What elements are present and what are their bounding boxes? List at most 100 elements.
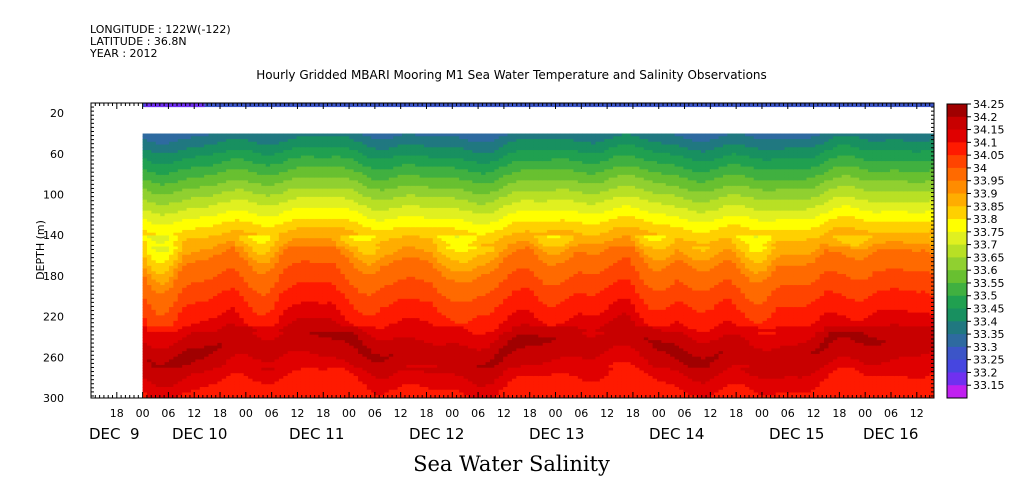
- salinity-cell: [278, 348, 284, 352]
- salinity-cell: [270, 348, 276, 352]
- salinity-cell: [274, 213, 280, 217]
- salinity-cell: [353, 279, 359, 283]
- salinity-cell: [344, 254, 350, 259]
- salinity-cell: [195, 254, 201, 259]
- salinity-cell: [190, 304, 196, 308]
- salinity-cell: [155, 185, 161, 190]
- salinity-cell: [151, 315, 157, 319]
- salinity-cell: [190, 362, 196, 366]
- salinity-cell: [160, 257, 166, 261]
- salinity-cell: [340, 386, 346, 391]
- salinity-cell: [160, 392, 166, 396]
- salinity-cell: [168, 318, 174, 322]
- salinity-cell: [314, 309, 320, 314]
- salinity-cell: [204, 348, 210, 352]
- salinity-cell: [358, 268, 364, 272]
- salinity-cell: [362, 235, 368, 239]
- salinity-cell: [270, 342, 276, 347]
- salinity-cell: [217, 158, 223, 162]
- salinity-cell: [168, 312, 174, 316]
- salinity-cell: [265, 246, 271, 250]
- salinity-cell: [217, 213, 223, 217]
- salinity-cell: [305, 364, 311, 369]
- salinity-cell: [274, 285, 280, 289]
- salinity-cell: [243, 150, 249, 154]
- salinity-cell: [265, 268, 271, 272]
- salinity-cell: [366, 381, 372, 385]
- salinity-cell: [256, 251, 262, 256]
- salinity-cell: [344, 263, 350, 267]
- salinity-cell: [287, 285, 293, 289]
- salinity-cell: [217, 202, 223, 206]
- salinity-cell: [349, 312, 355, 316]
- salinity-cell: [314, 243, 320, 248]
- salinity-cell: [300, 249, 306, 253]
- latitude-label: LATITUDE : 36.8N: [90, 35, 187, 48]
- salinity-cell: [243, 144, 249, 148]
- salinity-cell: [226, 348, 232, 352]
- salinity-cell: [261, 315, 267, 319]
- salinity-cell: [252, 246, 258, 250]
- salinity-cell: [274, 345, 280, 350]
- salinity-cell: [230, 158, 236, 162]
- salinity-cell: [155, 340, 161, 344]
- salinity-cell: [318, 378, 324, 383]
- salinity-cell: [190, 150, 196, 154]
- salinity-cell: [336, 373, 342, 377]
- salinity-cell: [292, 174, 298, 179]
- salinity-cell: [252, 340, 258, 344]
- salinity-cell: [173, 315, 179, 319]
- salinity-cell: [283, 224, 289, 228]
- salinity-cell: [142, 218, 148, 223]
- salinity-cell: [287, 166, 293, 170]
- salinity-cell: [358, 265, 364, 270]
- salinity-cell: [300, 381, 306, 385]
- salinity-cell: [366, 276, 372, 281]
- salinity-cell: [358, 279, 364, 283]
- salinity-cell: [204, 301, 210, 305]
- salinity-cell: [177, 180, 183, 184]
- salinity-cell: [331, 315, 337, 319]
- salinity-cell: [358, 384, 364, 388]
- salinity-cell: [287, 340, 293, 344]
- salinity-cell: [336, 351, 342, 355]
- salinity-cell: [296, 210, 302, 215]
- salinity-cell: [186, 274, 192, 278]
- salinity-cell: [353, 216, 359, 220]
- salinity-cell: [177, 274, 183, 278]
- salinity-cell: [331, 169, 337, 173]
- salinity-cell: [186, 205, 192, 209]
- salinity-cell: [305, 348, 311, 352]
- salinity-cell: [248, 238, 254, 242]
- salinity-cell: [318, 243, 324, 248]
- salinity-cell: [186, 323, 192, 327]
- salinity-cell: [199, 392, 205, 396]
- salinity-cell: [199, 238, 205, 242]
- salinity-cell: [168, 386, 174, 391]
- salinity-cell: [168, 290, 174, 294]
- salinity-cell: [265, 194, 271, 198]
- salinity-cell: [366, 163, 372, 168]
- salinity-cell: [195, 229, 201, 234]
- salinity-cell: [300, 229, 306, 234]
- salinity-cell: [265, 392, 271, 396]
- salinity-cell: [274, 276, 280, 281]
- salinity-cell: [305, 395, 311, 398]
- salinity-cell: [344, 364, 350, 369]
- salinity-cell: [248, 205, 254, 209]
- salinity-cell: [142, 356, 148, 361]
- salinity-cell: [234, 202, 240, 206]
- salinity-cell: [265, 254, 271, 259]
- salinity-cell: [243, 232, 249, 237]
- salinity-cell: [309, 282, 315, 286]
- salinity-cell: [177, 326, 183, 330]
- salinity-cell: [327, 199, 333, 203]
- salinity-cell: [287, 227, 293, 231]
- salinity-cell: [221, 274, 227, 278]
- salinity-cell: [239, 285, 245, 289]
- salinity-cell: [336, 279, 342, 283]
- salinity-cell: [318, 351, 324, 355]
- salinity-cell: [261, 384, 267, 388]
- salinity-cell: [314, 218, 320, 223]
- salinity-cell: [362, 210, 368, 215]
